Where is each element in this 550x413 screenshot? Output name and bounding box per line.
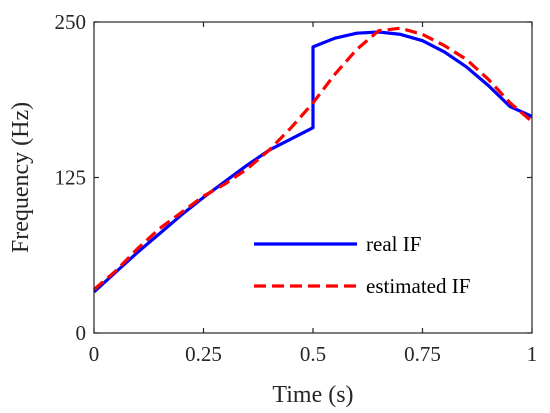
y-tick-label: 250 [55,10,87,34]
legend-label-estimated-if: estimated IF [366,274,470,298]
x-tick-label: 1 [527,342,538,366]
series-line-real-if [92,30,533,294]
x-tick-label: 0.25 [185,342,222,366]
legend-label-real-if: real IF [366,232,421,256]
x-tick-label: 0.5 [300,342,326,366]
legend: real IF estimated IF [254,232,470,298]
plot-area [92,26,534,294]
axes [93,21,533,334]
series-line-estimated-if [92,26,534,291]
y-tick-label: 0 [76,321,87,345]
y-tick-label: 125 [55,166,87,190]
x-axis-label: Time (s) [272,382,353,408]
tick-labels: 0 0.25 0.5 0.75 1 0 125 250 [55,10,538,366]
y-axis-label: Frequency (Hz) [8,102,34,253]
x-tick-label: 0 [89,342,100,366]
x-tick-label: 0.75 [404,342,441,366]
